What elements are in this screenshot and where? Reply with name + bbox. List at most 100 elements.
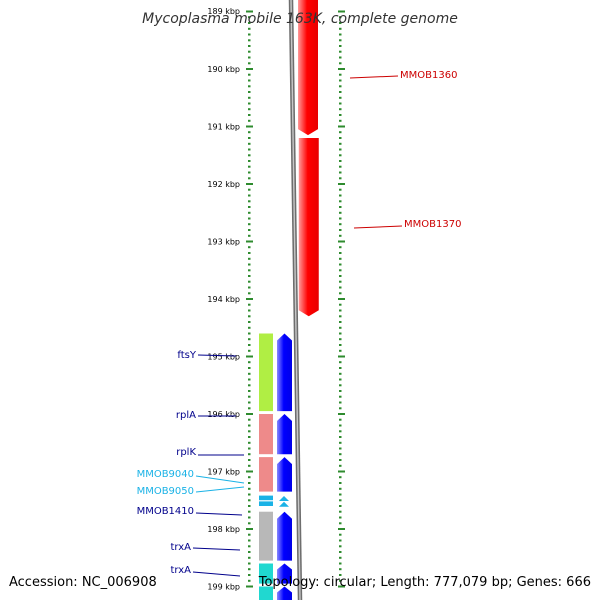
gene-label: rplK (176, 447, 196, 458)
ruler-tick-right (339, 349, 342, 352)
ruler-tick-left (248, 79, 251, 82)
ruler-tick-left (248, 200, 251, 203)
ruler-tick-right (338, 298, 345, 300)
ruler-tick-right (339, 275, 342, 277)
ruler-tick-right (339, 533, 342, 536)
ruler-tick-left (248, 137, 251, 139)
ruler-tick-right (339, 579, 342, 582)
feature-box (259, 563, 273, 584)
ruler-label: 198 kbp (207, 525, 240, 534)
ruler-tick-left (248, 516, 251, 519)
ruler-tick-left (248, 223, 251, 226)
ruler-tick-right (339, 223, 342, 226)
ruler-tick-left (248, 361, 251, 364)
ruler-tick-left (248, 234, 251, 237)
gene-arrow-forward (277, 333, 292, 412)
rna-marker (279, 495, 289, 501)
ruler-tick-right (339, 516, 342, 519)
ruler-tick-left (248, 453, 251, 456)
ruler-tick-right (339, 160, 342, 162)
ruler-tick-right (339, 263, 342, 266)
ruler-tick-left (248, 206, 251, 208)
ruler-tick-right (339, 22, 342, 24)
ruler-tick-right (339, 321, 342, 323)
ruler-tick-right (339, 188, 342, 191)
ruler-tick-right (339, 108, 342, 111)
ruler-tick-left (248, 275, 251, 277)
ruler-tick-left (248, 367, 251, 369)
ruler-tick-right (339, 510, 342, 513)
ruler-tick-right (339, 326, 342, 329)
ruler-tick-left (248, 562, 251, 565)
feature-box (259, 495, 273, 501)
ruler-tick-right (339, 522, 342, 525)
ruler-tick-left (246, 298, 253, 300)
genome-backbone (288, 0, 303, 600)
ruler-labels: 189 kbp 190 kbp 191 kbp 192 kbp 193 kbp 194 k… (207, 7, 240, 591)
ruler-tick-left (248, 211, 251, 214)
gene-label-line (192, 571, 241, 577)
ruler-tick-right (339, 96, 342, 99)
ruler-tick-left (248, 378, 251, 381)
ruler-tick-right (339, 286, 342, 289)
ruler-tick-right (339, 79, 342, 82)
ruler-tick-left (248, 309, 251, 312)
ruler-tick-right (339, 257, 342, 260)
feature-box (259, 414, 273, 455)
ruler-tick-left (246, 68, 253, 70)
ruler-tick-right (339, 551, 342, 553)
ruler-tick-left (248, 50, 251, 53)
ruler-tick-right (339, 200, 342, 203)
feature-box (259, 511, 273, 561)
ruler-tick-right (339, 424, 342, 427)
ruler-tick-left (248, 338, 251, 341)
gene-arrow-forward (277, 414, 292, 455)
ruler-tick-left (248, 315, 251, 318)
ruler-tick-right (339, 56, 342, 59)
gene-arrow-reverse (298, 138, 319, 317)
gene-label-line (195, 512, 243, 516)
ruler-tick-left (248, 257, 251, 260)
ruler-tick-right (339, 171, 342, 174)
ruler-tick-right (339, 114, 342, 116)
gene-arrow-forward (277, 586, 292, 600)
ruler-tick-right (339, 332, 342, 335)
ruler-tick-right (339, 211, 342, 214)
ruler-tick-right (339, 539, 342, 542)
ruler-tick-left (248, 326, 251, 329)
ruler-tick-right (339, 292, 342, 295)
ruler-tick-right (339, 62, 342, 65)
ruler-tick-right (339, 269, 342, 272)
ruler-tick-right (338, 413, 345, 415)
ruler-tick-right (339, 344, 342, 346)
ruler-tick-left (248, 188, 251, 191)
ruler-tick-left (248, 430, 251, 433)
ruler-tick-right (339, 505, 342, 507)
ruler-tick-left (246, 585, 253, 588)
ruler-tick-right (339, 568, 342, 571)
ruler-tick-left (248, 349, 251, 352)
ruler-tick-right (339, 574, 342, 576)
ruler-tick-left (246, 183, 253, 185)
ruler-tick-right (339, 436, 342, 438)
gene-label: MMOB9050 (137, 486, 194, 497)
ruler-tick-left (248, 372, 251, 375)
ruler-tick-left (246, 10, 253, 13)
ruler-label: 194 kbp (207, 295, 240, 304)
ruler-tick-left (248, 33, 251, 36)
ruler-label: 193 kbp (207, 237, 240, 246)
ruler-tick-left (248, 177, 251, 180)
ruler-tick-right (339, 194, 342, 197)
ruler-tick-left (248, 85, 251, 88)
ruler-tick-left (248, 303, 251, 306)
ruler-tick-left (248, 510, 251, 513)
ruler-tick-left (248, 108, 251, 111)
ruler-tick-left (248, 574, 251, 576)
ruler-tick-left (246, 125, 253, 128)
gene-arrow-forward (277, 511, 292, 561)
ruler-tick-right (339, 16, 342, 19)
ruler-tick-left (248, 424, 251, 427)
ruler-tick-right (339, 91, 342, 93)
ruler-tick-left (248, 401, 251, 404)
ruler-tick-left (248, 263, 251, 266)
